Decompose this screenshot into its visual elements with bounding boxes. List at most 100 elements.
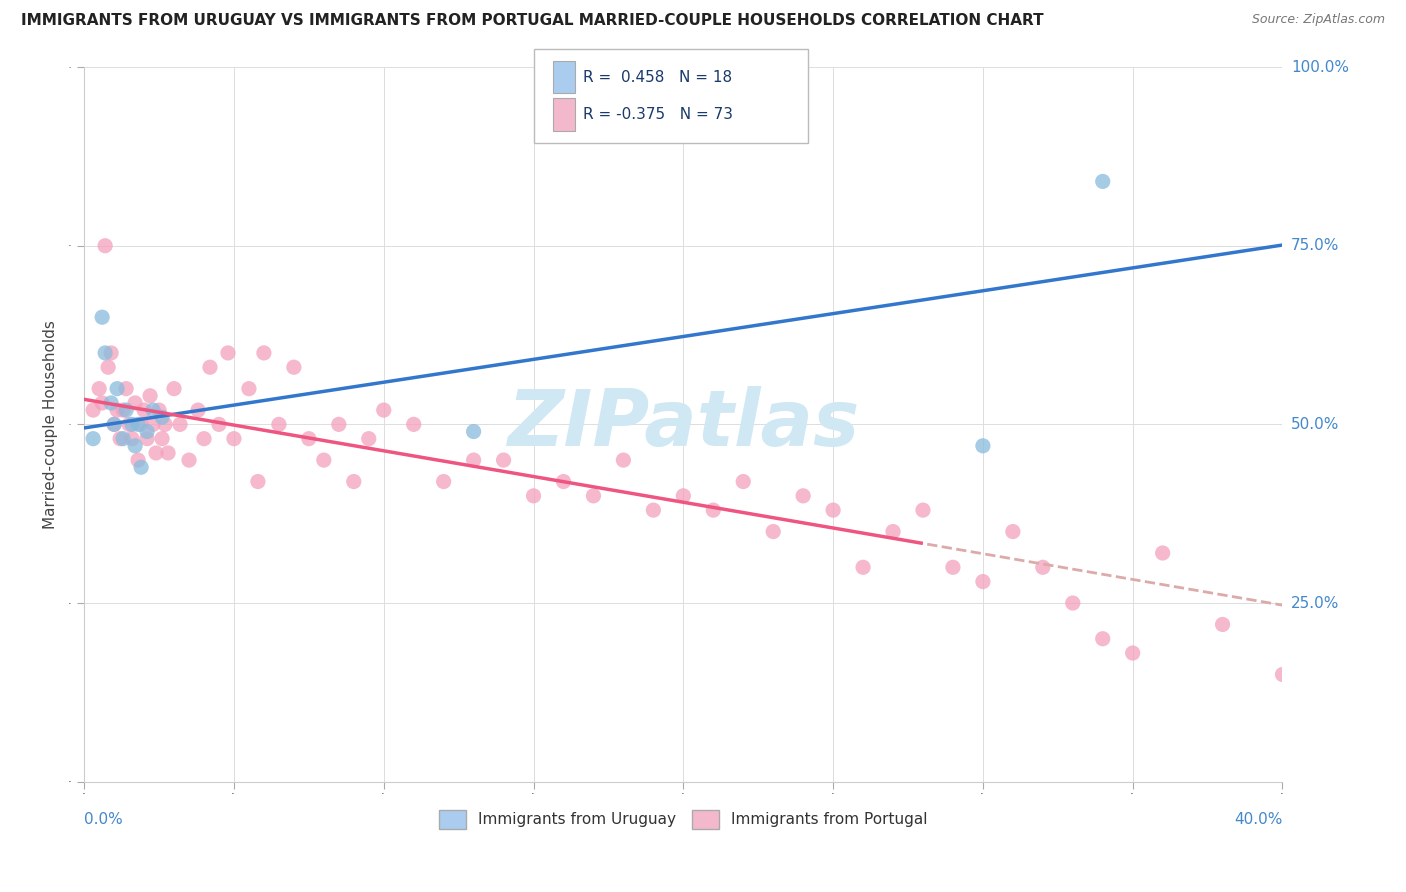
Point <box>153 417 176 432</box>
Point <box>100 346 122 360</box>
Point <box>177 453 200 467</box>
Point <box>882 524 904 539</box>
Point <box>217 346 239 360</box>
Text: R = -0.375   N = 73: R = -0.375 N = 73 <box>583 107 734 122</box>
Text: 75.0%: 75.0% <box>1291 238 1339 253</box>
Point <box>762 524 785 539</box>
Point <box>142 417 165 432</box>
Point <box>1122 646 1144 660</box>
Point <box>187 403 209 417</box>
Point <box>492 453 515 467</box>
Point <box>911 503 934 517</box>
Point <box>148 403 170 417</box>
Point <box>121 417 143 432</box>
Point <box>129 417 152 432</box>
Point <box>246 475 269 489</box>
Point <box>852 560 875 574</box>
Point <box>145 446 167 460</box>
Point <box>343 475 366 489</box>
Point <box>198 360 221 375</box>
Point <box>253 346 276 360</box>
Point <box>1001 524 1024 539</box>
Point <box>124 396 146 410</box>
Point <box>972 574 994 589</box>
Point <box>115 403 138 417</box>
Text: 50.0%: 50.0% <box>1291 417 1339 432</box>
Point <box>1091 174 1114 188</box>
Text: R =  0.458   N = 18: R = 0.458 N = 18 <box>583 70 733 85</box>
Point <box>373 403 395 417</box>
Text: 100.0%: 100.0% <box>1291 60 1348 75</box>
Text: 0.0%: 0.0% <box>84 813 122 827</box>
Point <box>132 403 155 417</box>
Point <box>553 475 575 489</box>
Point <box>91 310 114 325</box>
Point <box>150 432 173 446</box>
Point <box>124 439 146 453</box>
Point <box>105 403 128 417</box>
Point <box>91 396 114 410</box>
Point <box>121 432 143 446</box>
Point <box>157 446 180 460</box>
Text: IMMIGRANTS FROM URUGUAY VS IMMIGRANTS FROM PORTUGAL MARRIED-COUPLE HOUSEHOLDS CO: IMMIGRANTS FROM URUGUAY VS IMMIGRANTS FR… <box>21 13 1043 29</box>
Point <box>402 417 425 432</box>
Point <box>283 360 305 375</box>
Point <box>582 489 605 503</box>
Point <box>82 432 104 446</box>
Point <box>702 503 724 517</box>
Point <box>127 453 149 467</box>
Point <box>108 432 131 446</box>
Point <box>136 432 159 446</box>
Point <box>972 439 994 453</box>
Text: 40.0%: 40.0% <box>1234 813 1282 827</box>
Point <box>1152 546 1174 560</box>
Point <box>267 417 290 432</box>
Point <box>612 453 634 467</box>
Text: 25.0%: 25.0% <box>1291 596 1339 610</box>
Point <box>1271 667 1294 681</box>
Point <box>312 453 335 467</box>
Point <box>127 417 149 432</box>
Point <box>823 503 845 517</box>
Point <box>169 417 191 432</box>
Text: Source: ZipAtlas.com: Source: ZipAtlas.com <box>1251 13 1385 27</box>
Point <box>1062 596 1084 610</box>
Point <box>105 382 128 396</box>
Point <box>1032 560 1054 574</box>
Point <box>142 403 165 417</box>
Point <box>222 432 245 446</box>
Point <box>139 389 162 403</box>
Point <box>643 503 665 517</box>
Text: ZIPatlas: ZIPatlas <box>508 386 859 462</box>
Point <box>97 360 120 375</box>
Point <box>433 475 456 489</box>
Point <box>328 417 350 432</box>
Point <box>150 410 173 425</box>
Point <box>672 489 695 503</box>
Point <box>1091 632 1114 646</box>
Legend: Immigrants from Uruguay, Immigrants from Portugal: Immigrants from Uruguay, Immigrants from… <box>433 804 934 835</box>
Point <box>82 403 104 417</box>
Point <box>129 460 152 475</box>
Point <box>298 432 321 446</box>
Point <box>103 417 125 432</box>
Point <box>163 382 186 396</box>
Point <box>463 453 485 467</box>
Point <box>357 432 380 446</box>
Point <box>94 238 117 252</box>
Point <box>942 560 965 574</box>
Point <box>89 382 111 396</box>
Point <box>792 489 814 503</box>
Point <box>1212 617 1234 632</box>
Point <box>238 382 260 396</box>
Point <box>522 489 544 503</box>
Point <box>193 432 215 446</box>
Point <box>112 432 135 446</box>
Point <box>115 382 138 396</box>
Point <box>103 417 125 432</box>
Point <box>136 425 159 439</box>
Point <box>733 475 755 489</box>
Point <box>118 417 141 432</box>
Point <box>463 425 485 439</box>
Y-axis label: Married-couple Households: Married-couple Households <box>44 320 58 529</box>
